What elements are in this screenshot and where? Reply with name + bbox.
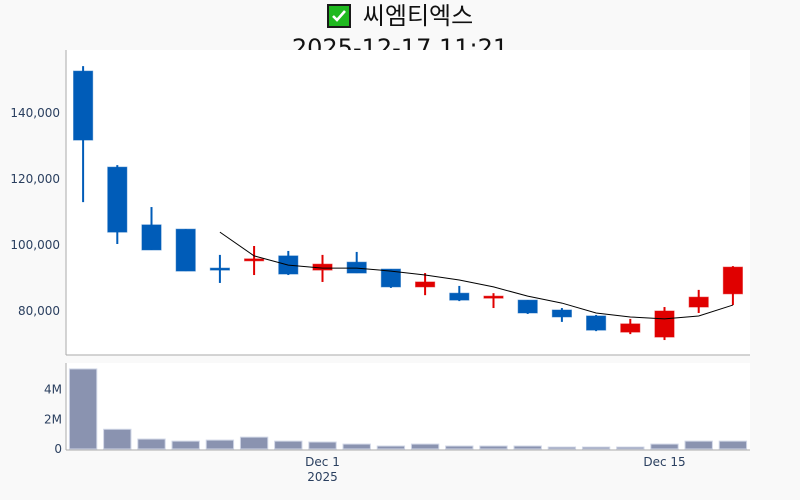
candle-body xyxy=(415,281,436,288)
x-tick-year-label: 2025 xyxy=(307,470,338,484)
candle-body xyxy=(175,228,196,272)
price-tick-label: 100,000 xyxy=(10,238,60,252)
stock-name: 씨엠티엑스 xyxy=(362,2,474,30)
candle-up xyxy=(244,245,265,276)
candle-down xyxy=(209,254,230,283)
volume-bar xyxy=(479,445,508,450)
volume-tick-label: 4M xyxy=(44,383,62,397)
candle-body xyxy=(722,266,743,295)
candle-body xyxy=(688,296,709,308)
candlestick-series xyxy=(73,66,743,341)
volume-bar xyxy=(445,445,474,450)
title-line-name: 씨엠티엑스 xyxy=(0,1,800,31)
volume-y-axis: 0 2M 4M xyxy=(44,383,62,456)
candle-down xyxy=(73,66,94,203)
volume-bar xyxy=(410,443,440,450)
candle-up xyxy=(483,293,504,309)
volume-bar xyxy=(137,438,166,450)
volume-bar xyxy=(581,446,611,450)
candle-body xyxy=(483,295,504,299)
candle-up xyxy=(722,266,743,306)
candle-body xyxy=(551,309,572,318)
candle-up xyxy=(415,273,436,296)
volume-bar xyxy=(239,436,269,450)
price-plot-area xyxy=(66,50,750,355)
candle-down xyxy=(551,308,572,322)
volume-plot-area xyxy=(66,363,750,450)
candle-body xyxy=(517,299,538,314)
volume-bar xyxy=(103,428,132,450)
volume-bar-series xyxy=(68,368,748,450)
candle-up xyxy=(654,307,675,341)
volume-bar xyxy=(547,446,577,450)
candle-body xyxy=(449,292,470,301)
candle-body xyxy=(620,323,641,333)
candle-up xyxy=(688,289,709,313)
candle-down xyxy=(586,314,607,332)
candle-down xyxy=(517,299,538,314)
price-y-axis: 80,000 100,000 120,000 140,000 xyxy=(10,106,60,318)
volume-bar xyxy=(308,441,337,450)
candle-body xyxy=(654,310,675,338)
volume-bar xyxy=(68,368,98,450)
candle-body xyxy=(141,224,162,251)
candle-down xyxy=(175,228,196,272)
candle-body xyxy=(107,166,128,233)
volume-bar xyxy=(718,440,748,450)
volume-tick-label: 2M xyxy=(44,412,62,426)
candle-down xyxy=(141,207,162,251)
volume-bar xyxy=(205,439,235,450)
volume-bar xyxy=(376,445,406,450)
volume-bar xyxy=(342,443,371,450)
volume-bar xyxy=(171,440,200,450)
candle-body xyxy=(73,70,94,141)
volume-bar xyxy=(684,440,713,450)
volume-bar xyxy=(650,443,679,450)
candle-body xyxy=(209,267,230,271)
x-tick-label: Dec 15 xyxy=(643,455,685,469)
x-tick-label: Dec 1 xyxy=(305,455,340,469)
candle-down xyxy=(449,285,470,302)
candle-body xyxy=(586,315,607,331)
check-mark-icon xyxy=(326,4,351,28)
candle-body xyxy=(244,258,265,262)
price-tick-label: 80,000 xyxy=(18,304,60,318)
volume-bar xyxy=(513,445,542,450)
candle-body xyxy=(380,268,401,288)
volume-bar xyxy=(616,446,645,450)
volume-tick-label: 0 xyxy=(54,442,62,456)
moving-average-line xyxy=(219,231,734,320)
volume-bar xyxy=(274,440,303,450)
price-tick-label: 140,000 xyxy=(10,106,60,120)
candle-up xyxy=(620,318,641,335)
candle-down xyxy=(107,165,128,245)
candle-down xyxy=(380,268,401,288)
price-tick-label: 120,000 xyxy=(10,172,60,186)
